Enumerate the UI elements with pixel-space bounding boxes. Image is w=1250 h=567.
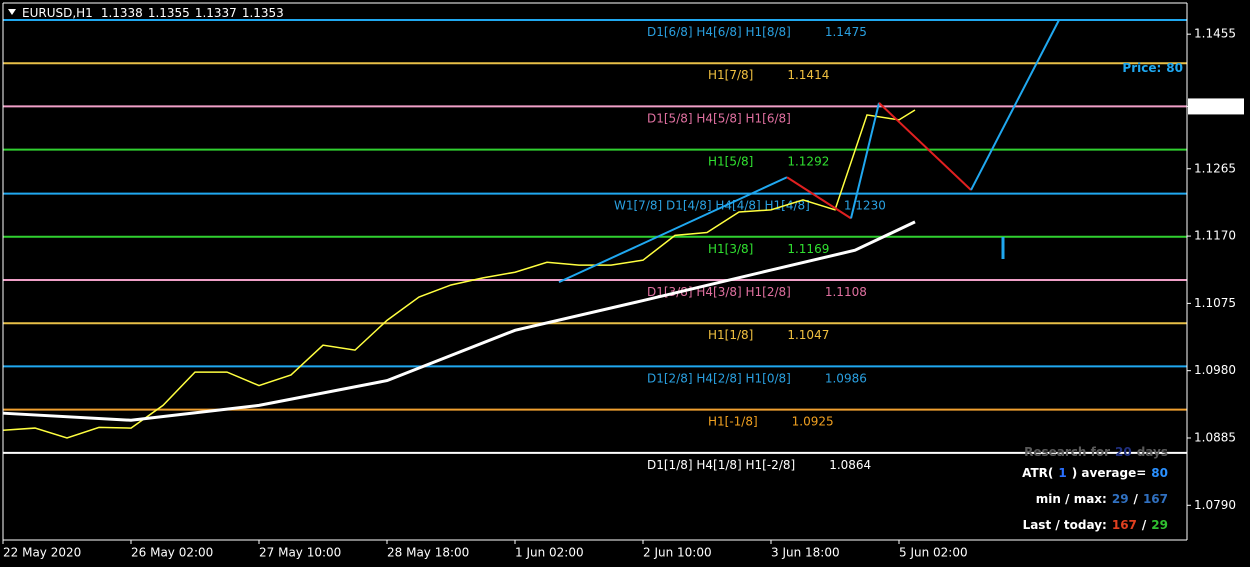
info-atr: ATR( 1 ) average= 80 [1022, 466, 1168, 480]
levels: D1[6/8] H4[6/8] H1[8/8] 1.1475 H1[7/8] 1.14… [3, 19, 1187, 471]
close: 1.1353 [242, 6, 284, 20]
level-name: H1[5/8] [708, 154, 753, 168]
price-line [2, 220, 916, 422]
info-part: 80 [1151, 466, 1168, 480]
header: EURUSD,H1 1.1338 1.1355 1.1337 1.1353 [22, 6, 284, 20]
info-part: Last / today: [1023, 518, 1107, 532]
level-price: 1.1047 [787, 328, 829, 342]
level-price: 1.1414 [787, 68, 829, 82]
info-part: 167 [1112, 518, 1137, 532]
x-tick-label: 22 May 2020 [3, 546, 81, 560]
level-name: H1[-1/8] [708, 414, 758, 428]
price-line [786, 176, 852, 220]
info-last: Last / today: 167 / 29 [1023, 518, 1168, 532]
level-label: D1[3/8] H4[3/8] H1[2/8] 1.1108 [647, 285, 867, 299]
info-part: min / max: [1036, 492, 1107, 506]
x-tick-label: 2 Jun 10:00 [643, 546, 712, 560]
price-line [850, 102, 880, 219]
high: 1.1355 [148, 6, 190, 20]
price-line [2, 109, 916, 439]
level-label: H1[3/8] 1.1169 [708, 241, 829, 255]
price-line [558, 176, 788, 284]
y-tick-label: 1.1075 [1194, 296, 1236, 310]
x-tick-label: 27 May 10:00 [259, 546, 341, 560]
price-line [970, 19, 1060, 191]
open: 1.1338 [101, 6, 143, 20]
info-part: 20 [1115, 445, 1132, 459]
level-price: 1.1292 [787, 154, 829, 168]
level-name: D1[2/8] H4[2/8] H1[0/8] [647, 371, 791, 385]
level-price: 1.1230 [844, 198, 886, 212]
level-label: D1[6/8] H4[6/8] H1[8/8] 1.1475 [647, 25, 867, 39]
info-part: ATR( [1022, 466, 1053, 480]
level-price: 1.0925 [792, 414, 834, 428]
info-part: Price: [1122, 61, 1161, 75]
y-tick-label: 1.1455 [1194, 27, 1236, 41]
y-tick-label: 1.1170 [1194, 229, 1236, 243]
level-label: H1[1/8] 1.1047 [708, 328, 829, 342]
level-label: H1[7/8] 1.1414 [708, 68, 829, 82]
level-name: H1[7/8] [708, 68, 753, 82]
level-name: D1[3/8] H4[3/8] H1[2/8] [647, 285, 791, 299]
x-tick-label: 3 Jun 18:00 [771, 546, 840, 560]
level-name: H1[3/8] [708, 241, 753, 255]
y-tick-label: 1.1265 [1194, 161, 1236, 175]
y-tick-label: 1.1353 [1194, 99, 1236, 113]
y-tick-label: 1.0980 [1194, 363, 1236, 377]
level-name: W1[7/8] D1[4/8] H4[4/8] H1[4/8] [614, 198, 810, 212]
level-label: D1[5/8] H4[5/8] H1[6/8] [647, 111, 791, 125]
price-line [878, 102, 972, 191]
level-label: W1[7/8] D1[4/8] H4[4/8] H1[4/8] 1.1230 [614, 198, 886, 212]
x-tick-label: 26 May 02:00 [131, 546, 213, 560]
level-name: D1[5/8] H4[5/8] H1[6/8] [647, 111, 791, 125]
level-label: D1[2/8] H4[2/8] H1[0/8] 1.0986 [647, 371, 867, 385]
symbol: EURUSD,H1 [22, 6, 93, 20]
level-label: H1[-1/8] 1.0925 [708, 414, 834, 428]
y-tick-label: 1.0885 [1194, 430, 1236, 444]
low: 1.1337 [195, 6, 237, 20]
info-minmax: min / max: 29 / 167 [1036, 492, 1168, 506]
info-part: Research for [1024, 445, 1110, 459]
info-part: ) average= [1072, 466, 1147, 480]
level-label: D1[1/8] H4[1/8] H1[-2/8] 1.0864 [647, 457, 871, 471]
info-part: 29 [1112, 492, 1129, 506]
x-tick-label: 1 Jun 02:00 [515, 546, 584, 560]
level-price: 1.1475 [825, 25, 867, 39]
info-part: 1 [1058, 466, 1066, 480]
info-part: / [1134, 492, 1139, 506]
info-part: / [1142, 518, 1147, 532]
level-price: 1.1108 [825, 285, 867, 299]
info-part: days [1137, 445, 1168, 459]
info-part: 80 [1166, 61, 1183, 75]
current-price-box [1188, 98, 1244, 115]
x-tick-label: 5 Jun 02:00 [899, 546, 968, 560]
level-name: H1[1/8] [708, 328, 753, 342]
info-part: 29 [1151, 518, 1168, 532]
level-name: D1[6/8] H4[6/8] H1[8/8] [647, 25, 791, 39]
info-price: Price: 80 [1122, 61, 1183, 75]
level-label: H1[5/8] 1.1292 [708, 154, 829, 168]
plot [2, 19, 1060, 439]
info-part: 167 [1143, 492, 1168, 506]
level-price: 1.0864 [829, 457, 871, 471]
level-name: D1[1/8] H4[1/8] H1[-2/8] [647, 457, 795, 471]
collapse-icon[interactable] [8, 9, 16, 15]
x-tick-label: 28 May 18:00 [387, 546, 469, 560]
level-price: 1.0986 [825, 371, 867, 385]
info-research: Research for 20 days [1024, 445, 1168, 459]
level-price: 1.1169 [787, 241, 829, 255]
y-tick-label: 1.0790 [1194, 498, 1236, 512]
